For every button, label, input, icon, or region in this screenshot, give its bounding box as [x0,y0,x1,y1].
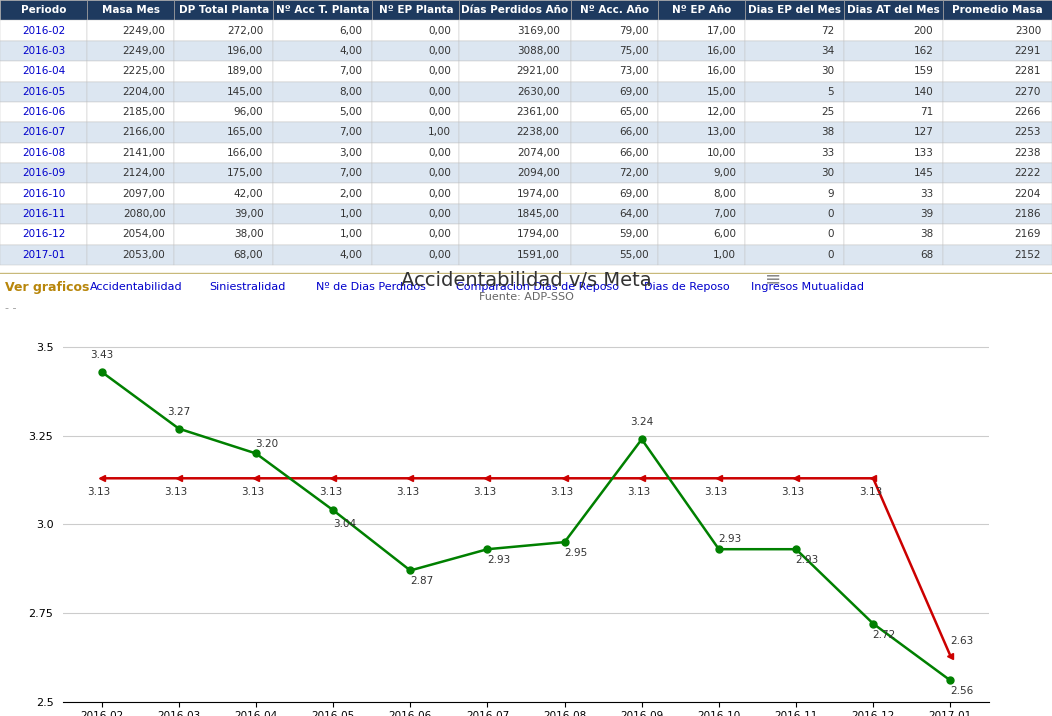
Text: 3.13: 3.13 [319,487,342,497]
Text: 2.87: 2.87 [410,576,433,586]
Text: 2.72: 2.72 [873,629,896,639]
Text: 3.13: 3.13 [242,487,265,497]
Text: Accidentabilidad v/s Meta: Accidentabilidad v/s Meta [401,271,651,290]
Text: 3.13: 3.13 [705,487,728,497]
Text: 3.13: 3.13 [782,487,805,497]
Text: 3.24: 3.24 [630,417,653,427]
Text: 2.93: 2.93 [795,555,818,565]
Text: 3.27: 3.27 [167,407,190,417]
Text: Nº de Dias Perdidos: Nº de Dias Perdidos [316,282,425,292]
Text: 3.13: 3.13 [858,487,882,497]
Text: 3.13: 3.13 [164,487,187,497]
Text: 3.13: 3.13 [550,487,573,497]
Text: 3.13: 3.13 [87,487,110,497]
Text: 2.56: 2.56 [950,687,973,696]
Text: 3.13: 3.13 [473,487,497,497]
Text: 2.93: 2.93 [719,534,742,544]
Text: 3.43: 3.43 [90,350,114,360]
Text: 3.13: 3.13 [627,487,650,497]
Text: 3.20: 3.20 [256,438,279,448]
Text: ≡: ≡ [765,269,782,289]
Text: Ver graficos: Ver graficos [5,281,89,294]
Text: Siniestralidad: Siniestralidad [209,282,286,292]
Text: Ingresos Mutualidad: Ingresos Mutualidad [751,282,864,292]
Text: 2.93: 2.93 [487,555,510,565]
Text: 3.04: 3.04 [332,519,356,529]
Text: - -: - - [5,303,17,312]
Text: Accidentabilidad: Accidentabilidad [89,282,182,292]
Text: 2.95: 2.95 [564,548,587,558]
Text: Fuente: ADP-SSO: Fuente: ADP-SSO [479,292,573,302]
Text: Comparacion Dias de Reposo: Comparacion Dias de Reposo [457,282,619,292]
Text: 2.63: 2.63 [950,637,973,647]
Text: 3.13: 3.13 [396,487,419,497]
Text: Dias de Reposo: Dias de Reposo [644,282,730,292]
